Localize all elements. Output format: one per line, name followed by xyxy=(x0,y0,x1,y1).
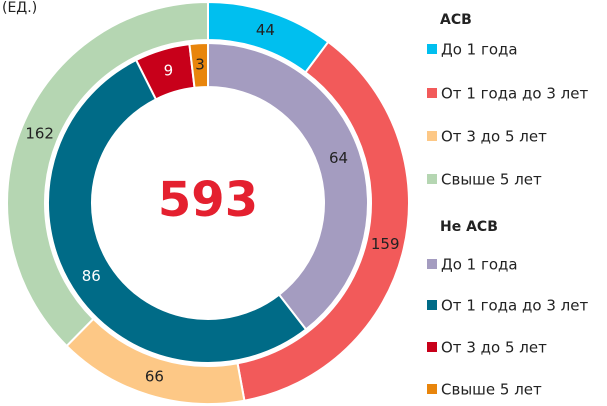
legend-title: АСВ xyxy=(440,12,472,28)
donut-segment xyxy=(188,41,209,89)
legend-text: До 1 года xyxy=(441,256,518,274)
legend-swatch xyxy=(427,384,437,394)
center-total: 593 xyxy=(158,172,258,228)
segment-label: 86 xyxy=(82,267,101,285)
legend-text: От 3 до 5 лет xyxy=(441,128,547,146)
segment-label: 162 xyxy=(25,124,54,142)
legend-text: От 3 до 5 лет xyxy=(441,339,547,357)
chart-title: (ЕД.) xyxy=(2,0,37,16)
segment-label: 66 xyxy=(145,367,164,385)
legend-swatch xyxy=(427,342,437,352)
segment-label: 9 xyxy=(164,61,174,79)
legend-text: Свыше 5 лет xyxy=(441,171,542,189)
legend-text: От 1 года до 3 лет xyxy=(441,85,588,103)
legend-swatch xyxy=(427,259,437,269)
donut-segment xyxy=(47,58,308,364)
segment-label: 159 xyxy=(371,235,400,253)
segment-label: 3 xyxy=(195,56,205,74)
legend-swatch xyxy=(427,300,437,310)
legend-swatch xyxy=(427,88,437,98)
legend-swatch xyxy=(427,44,437,54)
segment-label: 44 xyxy=(256,21,275,39)
donut-segment xyxy=(6,0,209,348)
legend-text: От 1 года до 3 лет xyxy=(441,297,588,315)
legend-text: До 1 года xyxy=(441,41,518,59)
segment-label: 64 xyxy=(329,149,348,167)
legend-swatch xyxy=(427,131,437,141)
donut-segment xyxy=(207,41,369,331)
legend-text: Свыше 5 лет xyxy=(441,381,542,399)
legend-title: Не АСВ xyxy=(440,219,498,235)
legend-swatch xyxy=(427,174,437,184)
